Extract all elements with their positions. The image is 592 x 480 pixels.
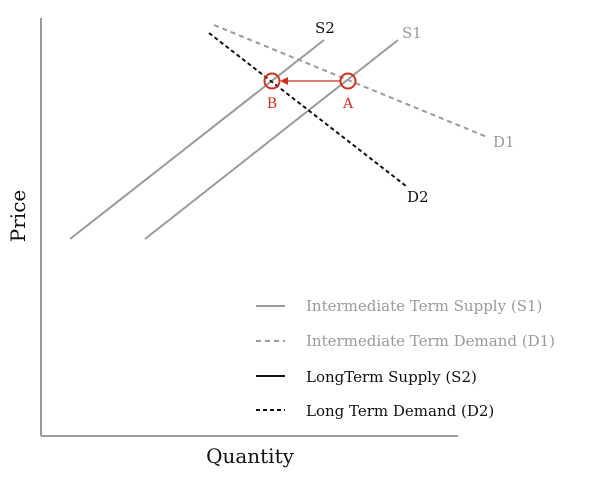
legend-item-s2: LongTerm Supply (S2)	[256, 368, 477, 386]
point-b-label: B	[267, 96, 277, 112]
s1-curve	[144, 39, 399, 240]
y-axis-title: Price	[6, 190, 30, 242]
legend-label-s2: LongTerm Supply (S2)	[306, 368, 477, 386]
d2-label: D2	[407, 188, 429, 206]
point-a-label: A	[342, 96, 354, 112]
legend-label-d2: Long Term Demand (D2)	[306, 402, 494, 420]
legend-label-s1: Intermediate Term Supply (S1)	[306, 297, 542, 315]
legend-item-d1: Intermediate Term Demand (D1)	[256, 332, 555, 350]
legend-item-s1: Intermediate Term Supply (S1)	[256, 297, 542, 315]
legend-item-d2: Long Term Demand (D2)	[256, 402, 494, 420]
point-a-marker	[339, 72, 357, 90]
legend-label-d1: Intermediate Term Demand (D1)	[306, 332, 555, 350]
d1-label: D1	[493, 133, 515, 151]
d1-curve	[213, 24, 488, 138]
legend: Intermediate Term Supply (S1) Intermedia…	[256, 297, 555, 420]
s1-label: S1	[402, 24, 422, 42]
s2-label: S2	[315, 19, 335, 37]
s2-curve	[69, 39, 325, 240]
x-axis-title: Quantity	[206, 444, 295, 468]
point-b-marker	[263, 72, 281, 90]
